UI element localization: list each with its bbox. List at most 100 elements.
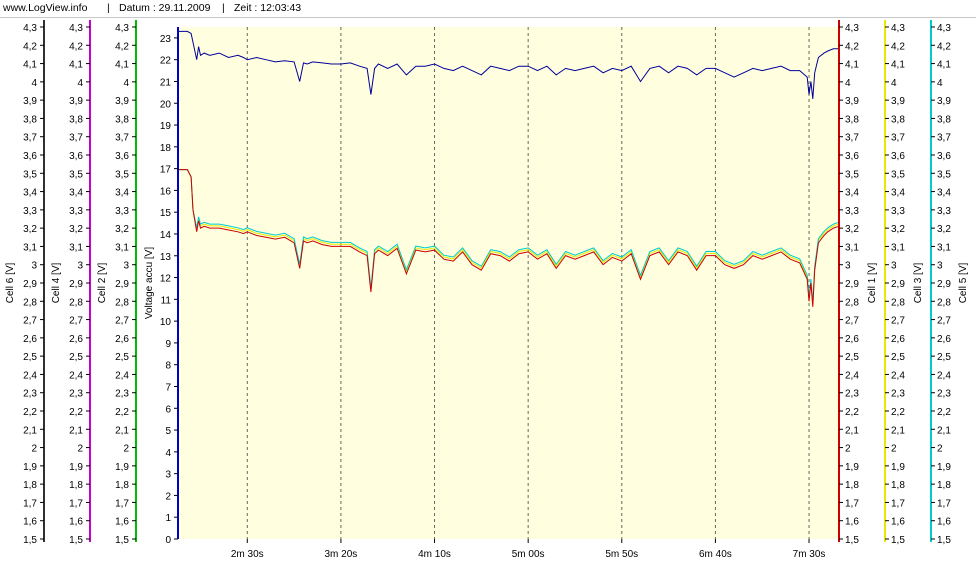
cell-tick-label: 1,5 [845,535,859,546]
voltage-tick-label: 12 [160,274,172,285]
cell-tick-label: 2 [891,444,897,455]
cell-tick-label: 4,3 [937,23,951,34]
cell-tick-label: 2,1 [845,425,859,436]
cell-tick-label: 1,7 [845,498,859,509]
cell-tick-label: 2,6 [891,334,905,345]
cell-tick-label: 3,7 [115,133,129,144]
voltage-tick-label: 0 [165,535,171,546]
cell-tick-label: 2,2 [845,407,859,418]
voltage-tick-label: 22 [160,56,172,67]
cell-tick-label: 4,2 [115,41,129,52]
header-time: Zeit : 12:03:43 [234,2,302,14]
cell-tick-label: 3,9 [69,96,83,107]
cell-tick-label: 2,1 [69,425,83,436]
cell-tick-label: 3,3 [845,206,859,217]
cell-tick-label: 2,6 [23,334,37,345]
voltage-tick-label: 6 [165,404,171,415]
series-line [178,169,840,305]
cell-tick-label: 3,8 [937,114,951,125]
cell-tick-label: 3,3 [937,206,951,217]
cell-tick-label: 3 [845,261,851,272]
cell-tick-label: 1,9 [23,462,37,473]
cell-tick-label: 3,4 [23,188,37,199]
cell-tick-label: 2 [77,444,83,455]
site-name: www.LogView.info [3,2,88,14]
cell-tick-label: 3,2 [937,224,951,235]
cell-tick-label: 3,8 [23,114,37,125]
cell-tick-label: 2,7 [69,316,83,327]
cell-tick-label: 1,5 [115,535,129,546]
cell-tick-label: 3,4 [115,188,129,199]
cell-tick-label: 1,6 [69,517,83,528]
cell-tick-label: 2,5 [845,352,859,363]
cell-tick-label: 4,3 [23,23,37,34]
cell-tick-label: 3 [77,261,83,272]
voltage-tick-label: 10 [160,317,172,328]
x-tick-label: 2m 30s [231,549,264,560]
cell-tick-label: 1,8 [845,480,859,491]
cell-tick-label: 3,7 [69,133,83,144]
cell-tick-label: 2,8 [23,297,37,308]
cell-tick-label: 1,5 [937,535,951,546]
cell-tick-label: 3,4 [69,188,83,199]
cell-tick-label: 3,3 [891,206,905,217]
x-tick-label: 5m 50s [605,549,638,560]
cell-tick-label: 3,9 [23,96,37,107]
cell-tick-label: 4 [845,78,851,89]
cell-tick-label: 2,8 [937,297,951,308]
cell-tick-label: 2 [31,444,37,455]
cell-tick-label: 3,3 [69,206,83,217]
cell-tick-label: 1,8 [69,480,83,491]
cell-tick-label: 1,5 [891,535,905,546]
cell-tick-label: 3 [31,261,37,272]
cell-tick-label: 3,5 [891,169,905,180]
cell-tick-label: 3,3 [23,206,37,217]
cell-tick-label: 3,2 [891,224,905,235]
header-date: Datum : 29.11.2009 [119,2,211,14]
cell-tick-label: 2,1 [115,425,129,436]
cell-tick-label: 4,1 [115,60,129,71]
cell-tick-label: 3,2 [23,224,37,235]
cell-tick-label: 2,1 [891,425,905,436]
cell-tick-label: 1,8 [115,480,129,491]
cell-tick-label: 2,6 [845,334,859,345]
voltage-tick-label: 18 [160,143,172,154]
voltage-tick-label: 8 [165,361,171,372]
cell-tick-label: 3,9 [937,96,951,107]
voltage-tick-label: 14 [160,230,172,241]
cell-tick-label: 2,5 [69,352,83,363]
x-tick-label: 5m 00s [512,549,545,560]
cell-tick-label: 3,1 [23,242,37,253]
cell-tick-label: 2,3 [23,389,37,400]
cell-tick-label: 4,2 [69,41,83,52]
x-tick-label: 6m 40s [699,549,732,560]
voltage-tick-label: 3 [165,470,171,481]
cell-tick-label: 3,9 [891,96,905,107]
cell-tick-label: 2,9 [69,279,83,290]
cell-tick-label: 3,5 [69,169,83,180]
cell-tick-label: 2,4 [891,370,905,381]
cell-tick-label: 3,7 [937,133,951,144]
cell-tick-label: 1,9 [937,462,951,473]
cell-tick-label: 1,9 [891,462,905,473]
cell-tick-label: 2,5 [937,352,951,363]
cell-tick-label: 3,6 [937,151,951,162]
cell-tick-label: 4,1 [69,60,83,71]
cell-tick-label: 2,3 [845,389,859,400]
cell-tick-label: 3,6 [69,151,83,162]
cell-tick-label: 4 [123,78,129,89]
cell-tick-label: 3,1 [845,242,859,253]
cell-tick-label: 2,9 [937,279,951,290]
cell-tick-label: 3,5 [23,169,37,180]
cell-tick-label: 3,8 [845,114,859,125]
cell-tick-label: 3,4 [845,188,859,199]
cell-axis-label: Cell 4 [V] [51,262,62,303]
voltage-axis-label: Voltage accu [V] [144,247,155,319]
cell-tick-label: 2,2 [69,407,83,418]
cell-tick-label: 3 [891,261,897,272]
cell-tick-label: 3,3 [115,206,129,217]
cell-tick-label: 3,7 [891,133,905,144]
voltage-tick-label: 4 [165,448,171,459]
cell-tick-label: 4,3 [845,23,859,34]
